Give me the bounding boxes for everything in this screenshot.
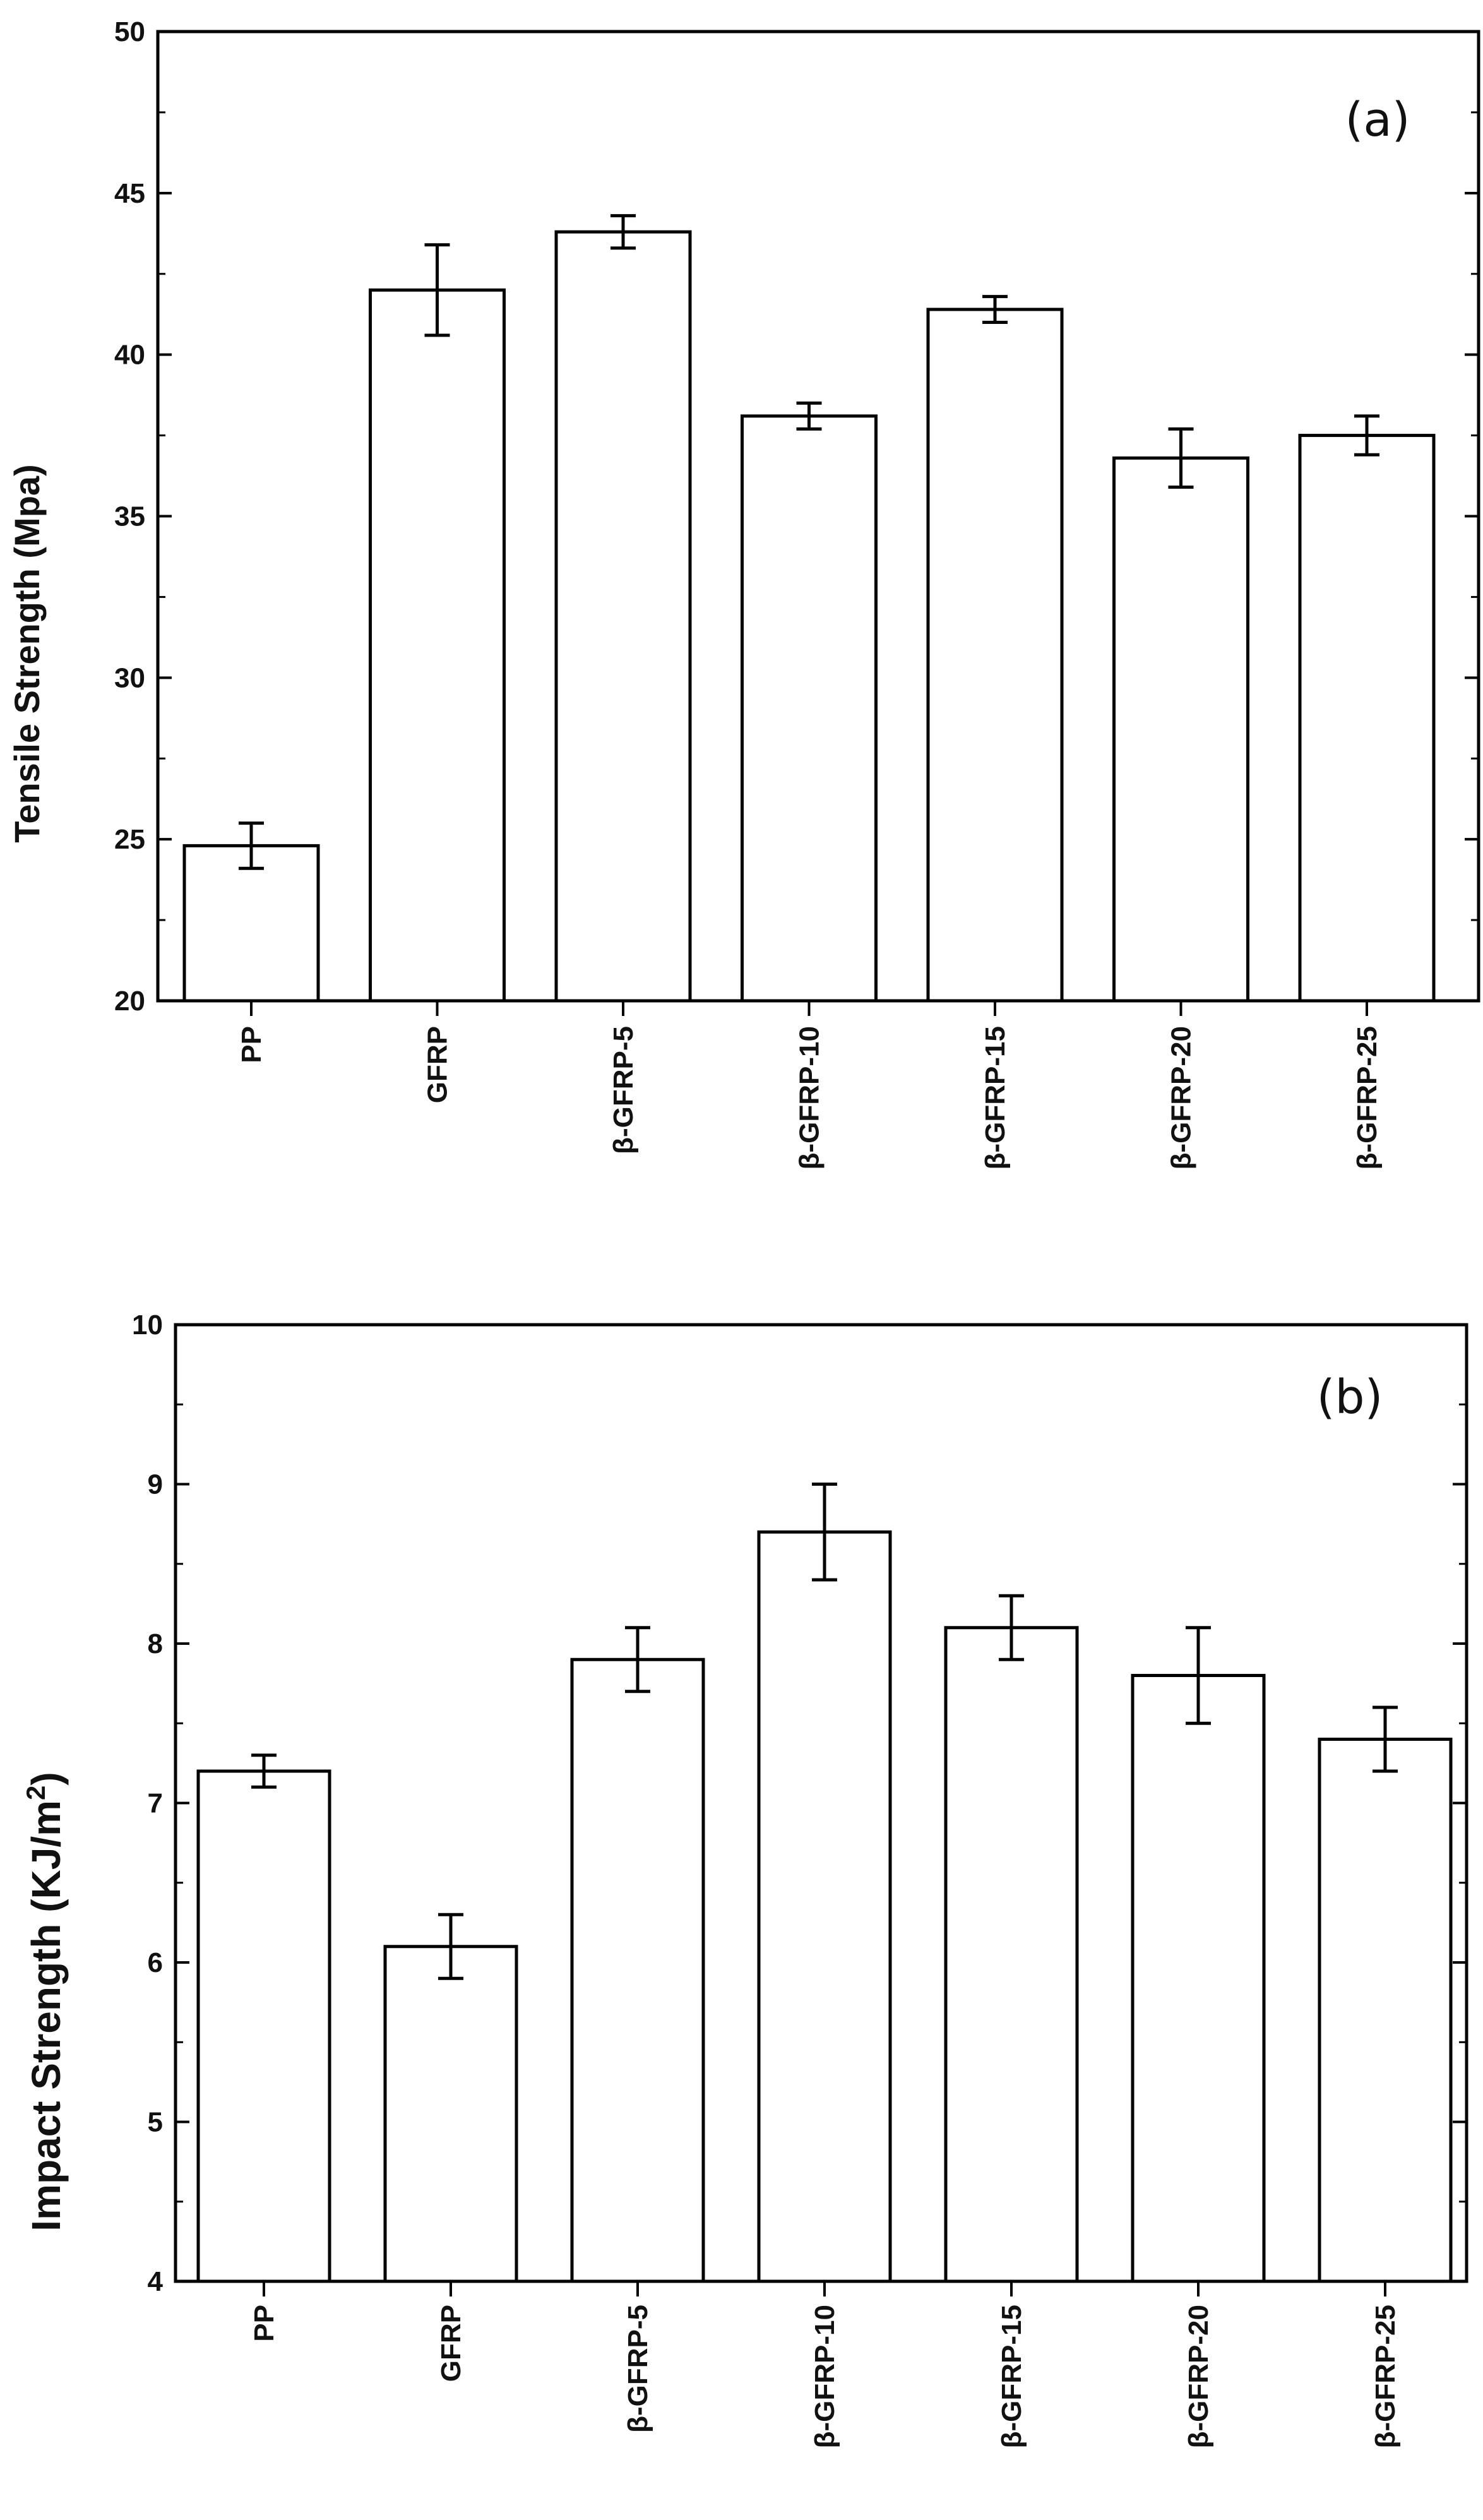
impact-category-label: β-GFRP-20 (1183, 2305, 1214, 2448)
impact-y-axis-title-end: ) (23, 1772, 69, 1785)
impact-bar (196, 1769, 331, 2283)
impact-y-axis-title-main: Impact Strength (KJ/m (23, 1800, 69, 2231)
tensile-y-tick-label: 35 (114, 501, 145, 532)
tensile-category-label: β-GFRP-15 (980, 1026, 1011, 1169)
impact-bar (1131, 1674, 1266, 2283)
tensile-y-tick-label: 30 (114, 662, 145, 693)
impact-category-label: PP (249, 2305, 280, 2342)
impact-category-label: β-GFRP-15 (996, 2305, 1027, 2448)
impact-y-axis-title-sup: 2 (21, 1786, 51, 1800)
impact-bar (383, 1945, 518, 2283)
impact-y-tick-label: 7 (148, 1788, 163, 1819)
tensile-y-tick-label: 25 (114, 824, 145, 855)
tensile-y-tick-label: 45 (114, 178, 145, 209)
tensile-bars (182, 214, 1436, 1003)
tensile-y-tick-label: 20 (114, 986, 145, 1017)
tensile-x-categories: PP GFRP β-GFRP-5 β-GFRP-10 β-GFRP-15 β-GFRP-2… (236, 1026, 1383, 1169)
tensile-bar (926, 308, 1064, 1003)
tensile-y-ticks: 20 25 30 35 40 45 50 (114, 16, 145, 1017)
tensile-y-tick-label: 50 (114, 16, 145, 47)
tensile-category-label: GFRP (422, 1026, 453, 1103)
tensile-category-label: β-GFRP-5 (608, 1026, 639, 1154)
impact-y-tick-label: 10 (132, 1310, 163, 1341)
impact-y-tick-label: 9 (148, 1469, 163, 1500)
tensile-bar (554, 230, 692, 1003)
impact-bar (570, 1657, 705, 2283)
tensile-category-label: β-GFRP-20 (1166, 1026, 1197, 1169)
impact-y-tick-label: 5 (148, 2107, 163, 2138)
impact-strength-chart: 4 5 6 7 8 9 10 PP GFRP β-GFRP-5 β-GFRP-10 β-GFRP-1… (21, 1310, 1468, 2448)
impact-category-label: β-GFRP-5 (622, 2305, 653, 2433)
impact-category-label: GFRP (436, 2305, 467, 2382)
tensile-category-label: PP (236, 1026, 267, 1063)
impact-bar (1318, 1738, 1453, 2283)
impact-bars (196, 1483, 1453, 2283)
impact-bar (944, 1626, 1079, 2283)
impact-category-label: β-GFRP-10 (809, 2305, 840, 2448)
panel-label-a: (a) (1345, 93, 1410, 147)
impact-x-categories: PP GFRP β-GFRP-5 β-GFRP-10 β-GFRP-15 β-GFRP-2… (249, 2305, 1401, 2448)
tensile-bar (1298, 434, 1436, 1003)
impact-y-tick-label: 6 (148, 1947, 163, 1978)
tensile-category-label: β-GFRP-10 (794, 1026, 825, 1169)
impact-y-ticks: 4 5 6 7 8 9 10 (132, 1310, 163, 2297)
tensile-bar (182, 844, 320, 1003)
tensile-y-tick-label: 40 (114, 340, 145, 371)
impact-y-tick-label: 4 (148, 2266, 164, 2297)
tensile-y-axis-title: Tensile Strength (Mpa) (7, 464, 47, 842)
tensile-bar (369, 288, 506, 1003)
impact-bar (757, 1530, 892, 2283)
panel-label-b: (b) (1317, 1370, 1383, 1424)
tensile-bar (1112, 456, 1249, 1003)
tensile-strength-chart: 20 25 30 35 40 45 50 PP GFRP β-GFRP-5 β-GFRP-10 β-… (7, 16, 1480, 1169)
impact-y-tick-label: 8 (148, 1628, 163, 1659)
tensile-category-label: β-GFRP-25 (1352, 1026, 1383, 1169)
impact-y-axis-title: Impact Strength (KJ/m2) (21, 1772, 69, 2231)
impact-category-label: β-GFRP-25 (1370, 2305, 1401, 2448)
tensile-bar (741, 414, 878, 1003)
